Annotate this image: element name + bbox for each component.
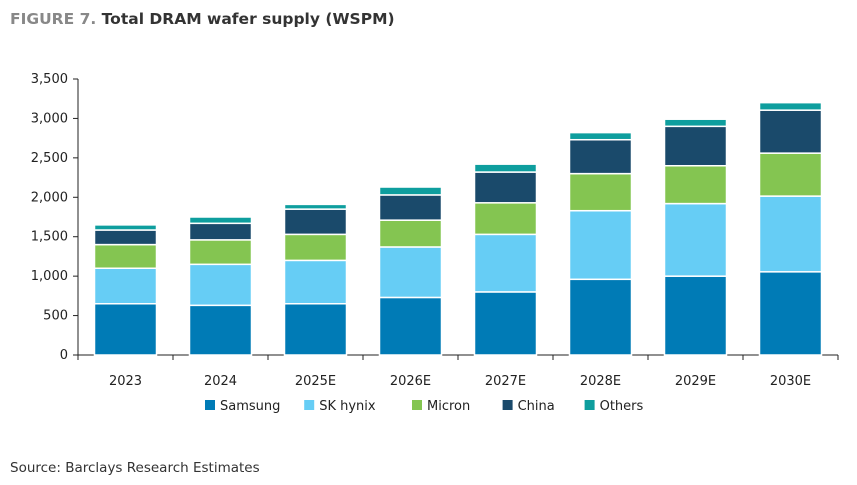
bar-china (568, 138, 633, 175)
chart-title: FIGURE 7. Total DRAM wafer supply (WSPM) (10, 10, 395, 28)
legend-label: Others (600, 399, 644, 414)
bar-sk-hynix (663, 202, 728, 277)
bar-micron (663, 164, 728, 205)
y-tick-label: 500 (43, 309, 68, 324)
legend-label: Samsung (220, 399, 280, 414)
bar-others (188, 216, 253, 225)
bar-others (568, 131, 633, 141)
bar-micron (473, 202, 538, 236)
y-tick-label: 2,000 (31, 190, 68, 205)
x-tick-label: 2023 (109, 374, 142, 389)
legend-swatch (205, 400, 215, 410)
bar-sk-hynix (473, 233, 538, 293)
bar-sk-hynix (93, 267, 158, 305)
bar-others (378, 186, 443, 196)
bar-sk-hynix (758, 195, 823, 273)
bar-others (758, 101, 823, 111)
x-tick-label: 2030E (770, 374, 811, 389)
bar-others (663, 118, 728, 128)
legend-swatch (304, 400, 315, 410)
legend-swatch (502, 400, 513, 410)
bar-sk-hynix (378, 246, 443, 299)
bar-samsung (93, 302, 158, 356)
y-tick-label: 3,500 (31, 72, 68, 87)
bar-micron (568, 172, 633, 212)
bar-samsung (758, 271, 823, 356)
bar-sk-hynix (283, 259, 348, 305)
bar-micron (188, 239, 253, 266)
bar-china (188, 222, 253, 241)
figure-label: FIGURE 7. (10, 10, 97, 28)
bar-samsung (283, 302, 348, 356)
legend-label: China (518, 399, 555, 414)
y-tick-label: 1,000 (31, 269, 68, 284)
y-tick-label: 3,000 (31, 111, 68, 126)
legend-label: SK hynix (319, 399, 376, 414)
bar-micron (378, 219, 443, 248)
bar-samsung (188, 304, 253, 356)
bar-china (93, 229, 158, 246)
bar-china (378, 194, 443, 221)
y-tick-label: 0 (60, 348, 68, 363)
bar-micron (93, 243, 158, 270)
x-tick-label: 2027E (485, 374, 526, 389)
chart-title-text: Total DRAM wafer supply (WSPM) (101, 10, 395, 28)
bar-china (663, 125, 728, 167)
bar-samsung (568, 278, 633, 356)
bar-china (758, 109, 823, 154)
bar-others (283, 203, 348, 210)
x-tick-label: 2029E (675, 374, 716, 389)
bar-samsung (473, 291, 538, 356)
bar-others (473, 163, 538, 173)
legend-label: Micron (427, 399, 470, 414)
x-tick-label: 2025E (295, 374, 336, 389)
bar-others (93, 224, 158, 231)
bar-china (283, 208, 348, 236)
bar-samsung (378, 296, 443, 356)
bar-micron (283, 233, 348, 262)
y-tick-label: 1,500 (31, 230, 68, 245)
bar-sk-hynix (568, 209, 633, 281)
x-tick-label: 2024 (204, 374, 237, 389)
x-tick-label: 2026E (390, 374, 431, 389)
y-tick-label: 2,500 (31, 151, 68, 166)
x-tick-label: 2028E (580, 374, 621, 389)
bar-china (473, 171, 538, 204)
bar-micron (758, 152, 823, 197)
legend-swatch (412, 400, 422, 410)
bar-samsung (663, 275, 728, 356)
legend-swatch (584, 400, 595, 410)
source-note: Source: Barclays Research Estimates (10, 460, 260, 476)
bar-sk-hynix (188, 263, 253, 307)
